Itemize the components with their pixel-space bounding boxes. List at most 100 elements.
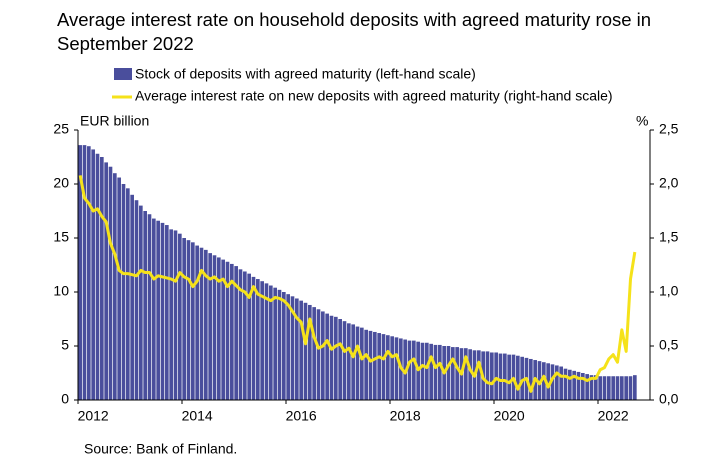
- bar: [598, 376, 602, 400]
- bar: [178, 233, 182, 400]
- y2-tick-label: 0,5: [659, 337, 679, 353]
- bar: [312, 307, 316, 400]
- x-tick-label: 2018: [390, 408, 421, 424]
- bar: [373, 331, 377, 400]
- bar: [191, 242, 195, 400]
- bar: [468, 349, 472, 400]
- y2-tick-label: 2,0: [659, 175, 679, 191]
- bar: [585, 374, 589, 400]
- bar: [360, 327, 364, 400]
- bar: [425, 342, 429, 400]
- bar: [529, 358, 533, 400]
- bar: [303, 302, 308, 400]
- bar: [308, 304, 312, 400]
- bar: [429, 343, 433, 400]
- bar: [78, 145, 82, 400]
- y-axis-label: EUR billion: [80, 113, 149, 129]
- bar: [282, 292, 286, 400]
- bar: [555, 365, 559, 400]
- bar: [256, 279, 260, 400]
- bar: [464, 348, 468, 400]
- bar: [615, 376, 620, 400]
- y2-tick-label: 2,5: [659, 121, 679, 137]
- bar: [225, 261, 230, 400]
- bar: [420, 342, 425, 400]
- bar: [238, 269, 243, 400]
- bar: [412, 340, 416, 400]
- y2-tick-label: 1,0: [659, 283, 679, 299]
- bar: [386, 335, 390, 400]
- bar: [212, 255, 217, 400]
- bar: [230, 263, 234, 400]
- bar: [199, 247, 204, 400]
- bar: [91, 149, 95, 400]
- bar: [451, 347, 455, 400]
- bar: [338, 319, 342, 400]
- bar: [568, 369, 572, 400]
- bar: [516, 355, 520, 400]
- x-tick-label: 2016: [286, 408, 317, 424]
- bar: [95, 153, 100, 400]
- bar: [243, 271, 247, 400]
- bar: [143, 211, 147, 400]
- bar: [602, 376, 607, 400]
- bar: [160, 222, 165, 400]
- bar: [559, 366, 563, 400]
- chart-title: Average interest rate on household depos…: [57, 9, 652, 54]
- bar: [117, 177, 121, 400]
- x-tick-label: 2020: [494, 408, 525, 424]
- bar: [152, 218, 156, 400]
- bar: [165, 225, 169, 400]
- bar: [607, 376, 611, 400]
- x-tick-label: 2012: [78, 408, 109, 424]
- legend-label: Average interest rate on new deposits wi…: [135, 88, 613, 104]
- bar: [195, 245, 199, 400]
- bar: [113, 173, 117, 400]
- bar: [269, 285, 273, 400]
- bar: [286, 294, 290, 400]
- bar: [364, 329, 368, 400]
- bar: [351, 324, 355, 400]
- x-tick-label: 2014: [182, 408, 213, 424]
- y-tick-label: 10: [53, 283, 69, 299]
- bar: [100, 157, 104, 400]
- bar: [594, 375, 598, 400]
- bar: [537, 361, 542, 400]
- bar: [221, 259, 225, 400]
- x-tick-label: 2022: [598, 408, 629, 424]
- bar: [446, 346, 451, 400]
- bar: [507, 354, 511, 400]
- bar: [498, 353, 503, 400]
- bar: [494, 352, 498, 400]
- bar: [329, 315, 334, 400]
- bar: [433, 344, 438, 400]
- bar: [273, 287, 277, 400]
- y2-tick-label: 1,5: [659, 229, 679, 245]
- bar: [390, 336, 394, 400]
- bar: [87, 146, 91, 400]
- bar: [455, 347, 459, 400]
- source: Source: Bank of Finland.: [84, 441, 237, 457]
- bar: [217, 257, 221, 400]
- bar: [186, 240, 191, 400]
- bar: [208, 253, 212, 400]
- y2-axis-label: %: [636, 113, 648, 129]
- bar: [477, 350, 481, 400]
- y-tick-label: 15: [53, 229, 69, 245]
- bar: [316, 309, 321, 400]
- bar: [576, 371, 581, 400]
- bar: [407, 340, 412, 400]
- bar: [520, 356, 524, 400]
- bar: [264, 283, 269, 400]
- bar: [147, 214, 152, 400]
- bar: [563, 368, 568, 400]
- line: [78, 175, 637, 393]
- y-tick-label: 5: [61, 337, 69, 353]
- bar: [347, 323, 351, 400]
- bar: [633, 375, 637, 400]
- bar: [572, 370, 576, 400]
- bar: [624, 376, 628, 400]
- bar: [542, 362, 546, 400]
